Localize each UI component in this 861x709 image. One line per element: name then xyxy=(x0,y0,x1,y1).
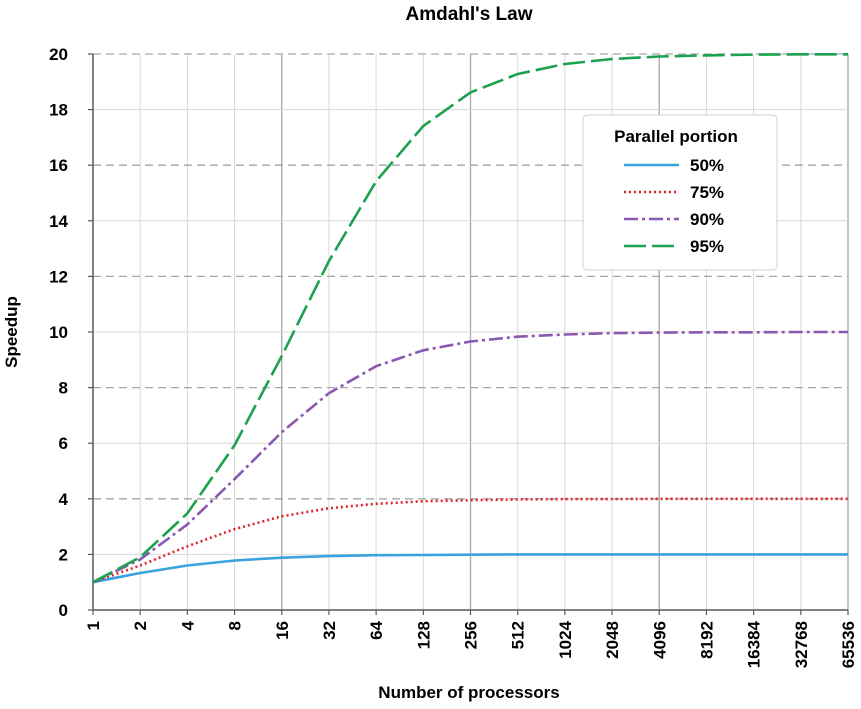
x-tick-label: 128 xyxy=(414,621,433,649)
y-tick-label: 18 xyxy=(49,101,68,120)
series-line-90pct xyxy=(92,330,848,584)
y-tick-label: 6 xyxy=(59,434,68,453)
legend-title: Parallel portion xyxy=(614,127,738,146)
x-tick-label: 65536 xyxy=(839,621,858,668)
x-tick-label: 2048 xyxy=(603,621,622,659)
x-tick-label: 512 xyxy=(509,621,528,649)
x-tick-label: 256 xyxy=(462,621,481,649)
x-tick-label: 16 xyxy=(273,621,292,640)
series-line-95pct xyxy=(92,52,848,584)
legend-box xyxy=(582,114,778,271)
y-axis-title: Speedup xyxy=(2,296,21,368)
chart-title: Amdahl's Law xyxy=(406,4,533,25)
legend-items: 50% 75% 90% 95% xyxy=(624,156,724,256)
y-tick-label: 16 xyxy=(49,156,68,175)
x-tick-label: 4096 xyxy=(650,621,669,659)
legend-label: 75% xyxy=(690,183,724,202)
y-tick-label: 14 xyxy=(49,212,68,231)
y-tick-labels: 0 2 4 6 8 10 12 14 16 18 20 xyxy=(49,45,68,620)
x-tick-label: 1 xyxy=(84,621,103,630)
x-axis-title: Number of processors xyxy=(378,683,559,702)
series-line-75pct xyxy=(92,497,848,584)
x-tick-label: 2 xyxy=(131,621,150,630)
x-tick-label: 4 xyxy=(178,620,197,630)
y-tick-label: 8 xyxy=(59,379,68,398)
series-lines xyxy=(92,52,848,584)
x-tick-label: 32768 xyxy=(792,621,811,668)
axes xyxy=(88,53,849,615)
legend-label: 95% xyxy=(690,237,724,256)
x-tick-label: 32 xyxy=(320,621,339,640)
x-tick-label: 1024 xyxy=(556,620,575,658)
legend: Parallel portion 50% 75% 90% 95% xyxy=(582,114,778,271)
y-tick-label: 10 xyxy=(49,323,68,342)
y-tick-label: 12 xyxy=(49,267,68,286)
x-tick-label: 8 xyxy=(226,621,245,630)
y-tick-label: 4 xyxy=(59,490,69,509)
x-tick-labels: 1 2 4 8 16 32 64 128 256 512 1024 2048 4096 8192 16384… xyxy=(84,620,858,668)
legend-label: 90% xyxy=(690,210,724,229)
x-tick-label: 16384 xyxy=(745,620,764,668)
y-tick-label: 2 xyxy=(59,545,68,564)
x-tick-label: 64 xyxy=(367,620,386,639)
series-line-50pct xyxy=(92,553,848,584)
y-tick-label: 0 xyxy=(59,601,68,620)
x-tick-label: 8192 xyxy=(697,621,716,659)
legend-label: 50% xyxy=(690,156,724,175)
y-tick-label: 20 xyxy=(49,45,68,64)
